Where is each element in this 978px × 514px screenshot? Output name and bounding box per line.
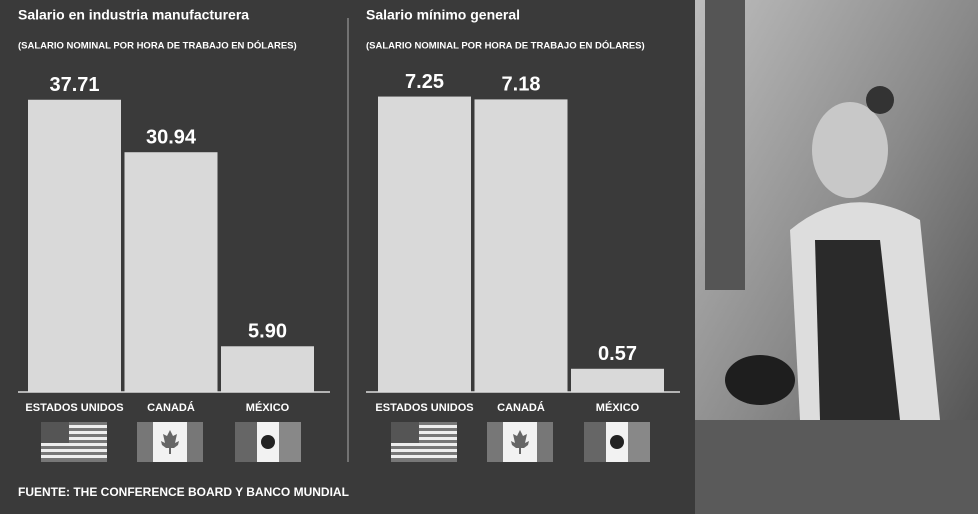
- category-label: MÉXICO: [596, 401, 640, 414]
- value-label: 5.90: [248, 321, 287, 343]
- chart-title: Salario mínimo general: [366, 7, 520, 23]
- flags: [41, 422, 650, 462]
- chart-subtitle: (SALARIO NOMINAL POR HORA DE TRABAJO EN …: [18, 40, 297, 52]
- category-label: MÉXICO: [246, 401, 290, 414]
- category-label: CANADÁ: [497, 401, 545, 414]
- value-label: 7.25: [405, 71, 444, 93]
- photo: [695, 0, 978, 514]
- value-label: 30.94: [146, 126, 197, 148]
- value-label: 7.18: [502, 74, 541, 96]
- category-label: ESTADOS UNIDOS: [375, 402, 473, 414]
- bar: [475, 99, 568, 392]
- category-label: ESTADOS UNIDOS: [25, 402, 123, 414]
- value-label: 37.71: [49, 74, 99, 96]
- chart-title: Salario en industria manufacturera: [18, 7, 249, 23]
- category-label: CANADÁ: [147, 401, 195, 414]
- bar: [571, 369, 664, 392]
- bar: [221, 346, 314, 392]
- bar: [378, 97, 471, 392]
- source: FUENTE: THE CONFERENCE BOARD Y BANCO MUN…: [18, 485, 349, 499]
- page: FUENTE: THE CONFERENCE BOARD Y BANCO MUN…: [0, 0, 978, 514]
- bar: [28, 100, 121, 392]
- bar: [125, 152, 218, 392]
- value-label: 0.57: [598, 343, 637, 365]
- infographic: FUENTE: THE CONFERENCE BOARD Y BANCO MUN…: [0, 0, 978, 514]
- chart-subtitle: (SALARIO NOMINAL POR HORA DE TRABAJO EN …: [366, 40, 645, 52]
